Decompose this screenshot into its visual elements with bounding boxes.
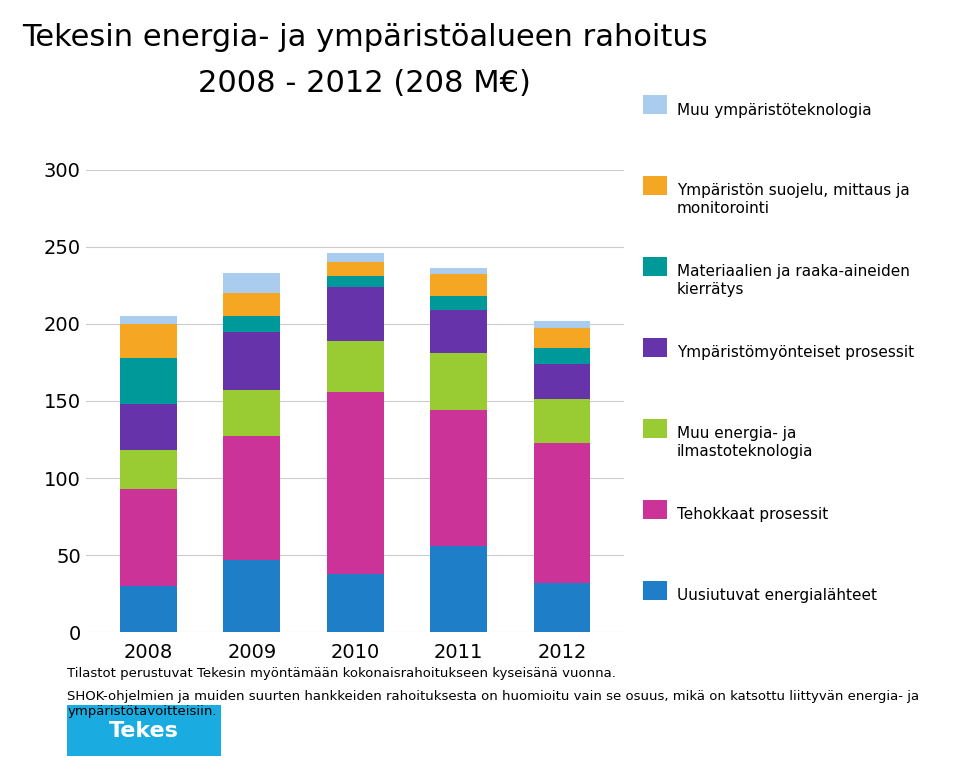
Bar xyxy=(430,296,487,310)
Bar xyxy=(326,392,384,574)
Bar xyxy=(534,443,590,583)
Bar xyxy=(326,276,384,287)
Bar xyxy=(224,390,280,436)
Bar xyxy=(534,364,590,399)
Text: Muu energia- ja
ilmastoteknologia: Muu energia- ja ilmastoteknologia xyxy=(677,426,813,459)
Bar xyxy=(430,310,487,353)
Bar xyxy=(430,546,487,632)
Bar xyxy=(120,324,177,358)
Bar xyxy=(534,399,590,443)
Text: Tekesin energia- ja ympäristöalueen rahoitus: Tekesin energia- ja ympäristöalueen raho… xyxy=(22,23,708,52)
Bar xyxy=(326,287,384,341)
Bar xyxy=(534,583,590,632)
Bar xyxy=(224,560,280,632)
Bar xyxy=(120,450,177,489)
Bar xyxy=(224,293,280,316)
Text: Ympäristön suojelu, mittaus ja
monitorointi: Ympäristön suojelu, mittaus ja monitoroi… xyxy=(677,183,909,216)
Bar xyxy=(430,353,487,410)
Bar xyxy=(120,316,177,324)
Text: Materiaalien ja raaka-aineiden
kierrätys: Materiaalien ja raaka-aineiden kierrätys xyxy=(677,264,910,297)
Bar xyxy=(430,268,487,274)
Bar xyxy=(430,274,487,296)
Text: SHOK-ohjelmien ja muiden suurten hankkeiden rahoituksesta on huomioitu vain se o: SHOK-ohjelmien ja muiden suurten hankkei… xyxy=(67,690,920,718)
Text: Tehokkaat prosessit: Tehokkaat prosessit xyxy=(677,507,828,522)
Bar xyxy=(326,262,384,276)
Text: Tekes: Tekes xyxy=(109,721,179,740)
Bar xyxy=(534,321,590,328)
Text: 2008 - 2012 (208 M€): 2008 - 2012 (208 M€) xyxy=(199,69,531,99)
Bar xyxy=(120,489,177,586)
Text: Uusiutuvat energialähteet: Uusiutuvat energialähteet xyxy=(677,588,876,603)
Bar xyxy=(534,328,590,348)
Bar xyxy=(326,574,384,632)
Bar xyxy=(224,316,280,332)
Bar xyxy=(534,348,590,364)
Bar xyxy=(120,586,177,632)
Text: Muu ympäristöteknologia: Muu ympäristöteknologia xyxy=(677,103,872,117)
Bar xyxy=(326,341,384,392)
Bar xyxy=(224,332,280,390)
Bar xyxy=(430,410,487,546)
Bar xyxy=(120,404,177,450)
Text: Tilastot perustuvat Tekesin myöntämään kokonaisrahoitukseen kyseisänä vuonna.: Tilastot perustuvat Tekesin myöntämään k… xyxy=(67,667,616,680)
Bar xyxy=(224,273,280,293)
Bar xyxy=(326,253,384,262)
Bar xyxy=(224,436,280,560)
Text: Ympäristömyönteiset prosessit: Ympäristömyönteiset prosessit xyxy=(677,345,914,360)
Bar xyxy=(120,358,177,404)
